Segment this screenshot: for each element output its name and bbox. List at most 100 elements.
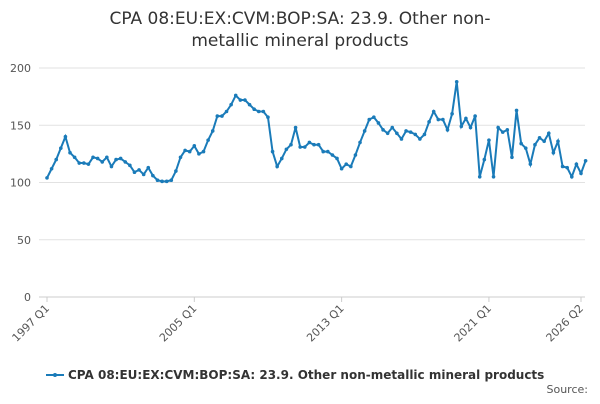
point: [445, 128, 450, 132]
point: [404, 129, 408, 133]
point: [399, 137, 404, 141]
point: [514, 108, 519, 113]
point: [583, 158, 588, 163]
point: [427, 120, 431, 124]
point: [482, 157, 487, 162]
point: [86, 162, 91, 166]
point: [450, 112, 454, 116]
point: [464, 116, 468, 121]
point: [441, 117, 445, 122]
point: [413, 132, 418, 137]
y-tick-label: 100: [10, 177, 31, 190]
point: [252, 107, 256, 112]
point: [496, 125, 500, 130]
point: [210, 129, 215, 133]
point: [105, 155, 109, 160]
source: Source:: [547, 383, 589, 396]
point: [160, 179, 164, 184]
x-tick-label: 2013 Q1: [304, 302, 347, 345]
point: [408, 130, 413, 134]
point: [358, 140, 362, 145]
point: [270, 149, 275, 154]
point: [353, 153, 358, 157]
x-tick-label: 1997 Q1: [10, 302, 53, 345]
point: [178, 155, 183, 160]
point: [316, 142, 321, 147]
point: [376, 121, 381, 125]
legend-label: CPA 08:EU:EX:CVM:BOP:SA: 23.9. Other non…: [68, 368, 544, 382]
point: [224, 109, 229, 114]
point: [491, 174, 496, 179]
point: [183, 148, 187, 153]
point: [174, 169, 178, 173]
point: [155, 178, 160, 183]
point: [302, 145, 307, 149]
point: [238, 98, 243, 102]
point: [151, 173, 155, 178]
point: [385, 131, 390, 136]
point: [137, 168, 141, 172]
point: [256, 109, 261, 114]
point: [418, 137, 422, 141]
point: [123, 160, 128, 164]
point: [141, 172, 146, 177]
point: [395, 131, 399, 136]
point: [72, 155, 77, 160]
point: [422, 132, 427, 137]
point: [381, 128, 385, 132]
point: [523, 146, 528, 150]
point: [344, 162, 349, 166]
point: [275, 164, 279, 169]
x-tick-label: 2026 Q2: [544, 302, 587, 345]
point: [233, 93, 238, 98]
y-tick-label: 50: [17, 234, 31, 247]
point: [312, 142, 316, 147]
point: [560, 164, 565, 169]
point: [459, 124, 464, 129]
point: [431, 109, 436, 114]
point: [307, 140, 312, 145]
point: [289, 142, 293, 147]
point: [63, 134, 68, 139]
point: [436, 117, 441, 122]
point: [266, 115, 270, 120]
point: [261, 109, 266, 114]
point: [54, 157, 59, 162]
point: [247, 102, 252, 107]
point: [487, 138, 491, 142]
point: [468, 125, 473, 130]
point: [206, 138, 210, 142]
point: [565, 165, 569, 170]
x-tick-label: 2005 Q1: [157, 302, 200, 345]
point: [579, 171, 583, 176]
point: [109, 164, 114, 169]
point: [537, 136, 542, 140]
point: [197, 152, 201, 156]
point: [284, 147, 289, 152]
point: [229, 102, 233, 107]
point: [100, 160, 105, 164]
chart-title: CPA 08:EU:EX:CVM:BOP:SA: 23.9. Other non…: [109, 9, 491, 51]
point: [477, 174, 482, 179]
point: [146, 165, 151, 170]
point: [339, 166, 344, 171]
point: [556, 139, 560, 144]
point: [519, 141, 523, 146]
point: [298, 145, 302, 149]
point: [293, 125, 298, 130]
point: [77, 161, 82, 165]
point: [500, 130, 505, 134]
point: [326, 149, 330, 154]
point: [169, 178, 174, 183]
x-tick-label: 2021 Q1: [452, 302, 495, 345]
point: [362, 129, 367, 133]
point: [367, 117, 372, 122]
y-tick-label: 150: [10, 119, 31, 132]
point: [330, 153, 335, 157]
legend-marker: [53, 373, 57, 377]
point: [372, 115, 376, 120]
point: [59, 146, 63, 150]
point: [45, 176, 49, 180]
